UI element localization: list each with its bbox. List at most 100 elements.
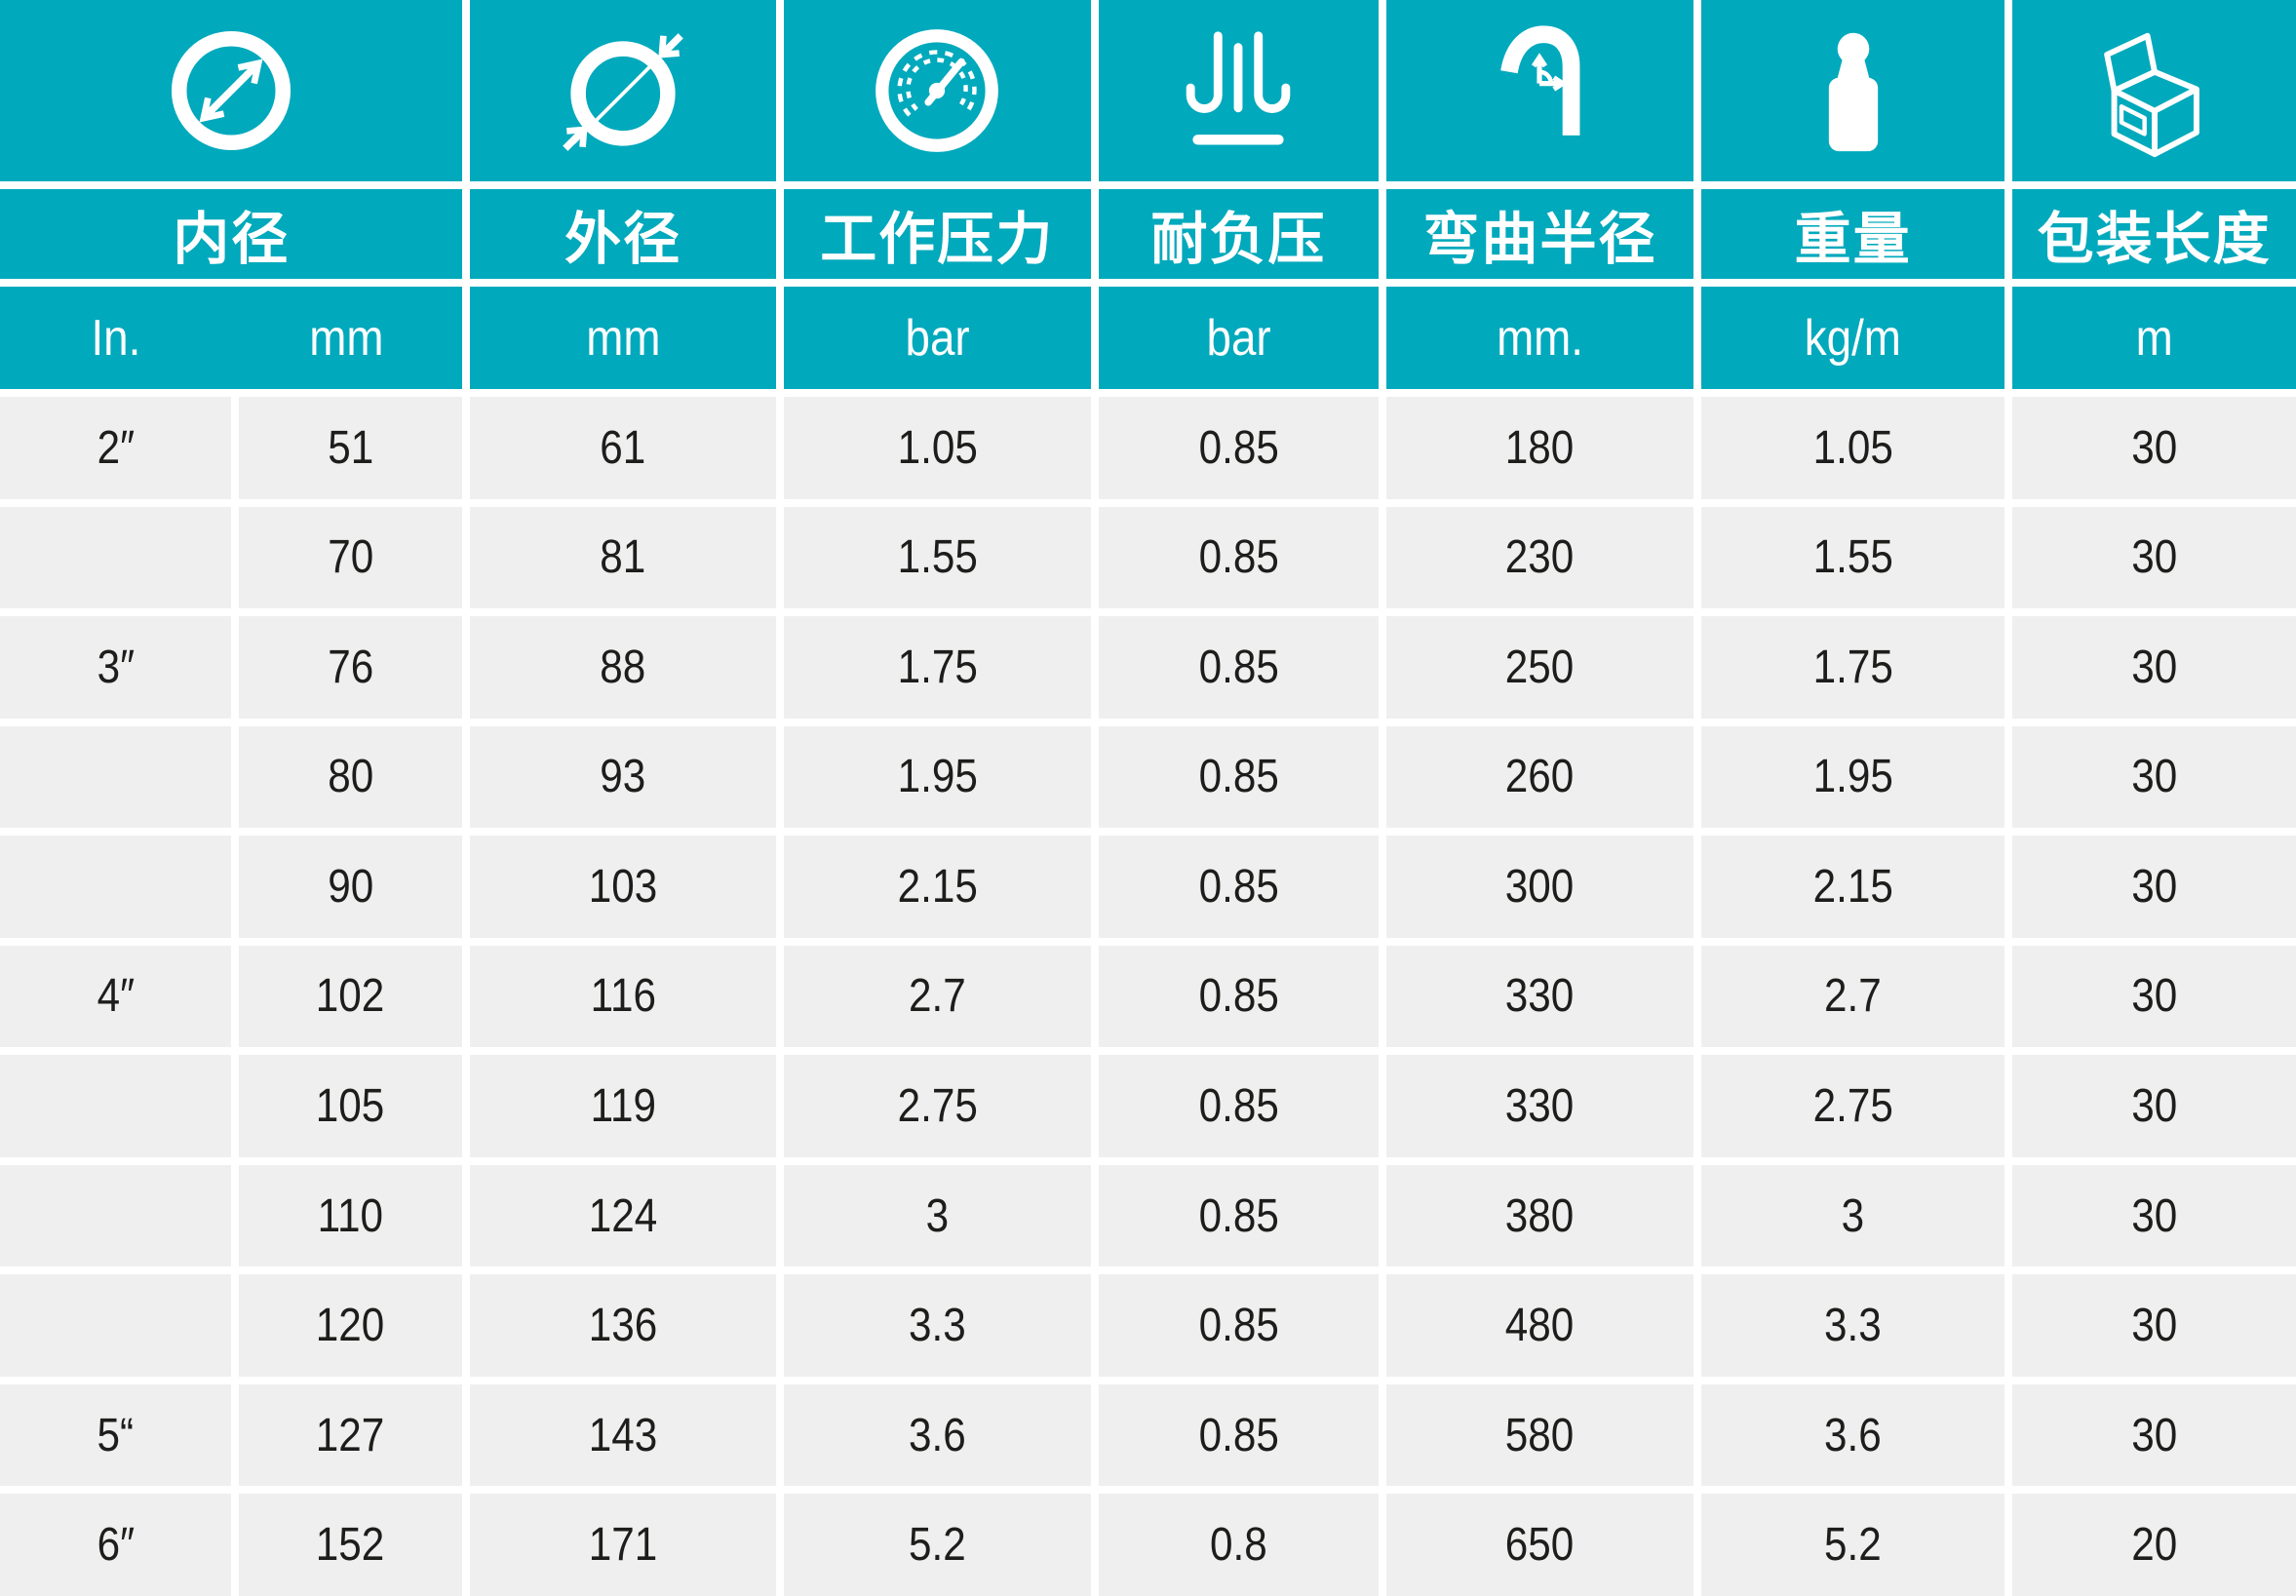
inner-diameter-icon (172, 30, 292, 151)
table-cell: 90 (238, 836, 463, 938)
table-cell: 3 (783, 1164, 1091, 1267)
table-cell: 30 (2012, 506, 2296, 609)
unit-half: mm (231, 309, 462, 368)
outer-diameter-unit-cell: mm (470, 287, 776, 389)
cell-value: 1.55 (1812, 531, 1893, 584)
table-cell: 3.6 (1700, 1383, 2005, 1487)
cell-value: 110 (317, 1189, 384, 1242)
inner-diameter-label-cell: 内径 (0, 188, 463, 280)
cell-value: 5.2 (1824, 1519, 1882, 1572)
cell-value: 90 (328, 860, 374, 913)
table-cell: 0.85 (1098, 1383, 1380, 1487)
vacuum-resistance-label: 耐负压 (1150, 208, 1327, 272)
vacuum-resistance-unit-cell: bar (1098, 287, 1380, 389)
cell-value: 330 (1505, 1080, 1575, 1133)
size-inch-cell: 6″ (0, 1494, 231, 1596)
outer-diameter-label: 外径 (564, 208, 682, 272)
table-cell: 0.85 (1098, 616, 1380, 719)
table-cell: 30 (2012, 1055, 2296, 1157)
table-cell: 143 (470, 1383, 776, 1487)
table-cell: 1.75 (1700, 616, 2005, 719)
cell-value: 88 (600, 641, 646, 693)
table-cell: 105 (238, 1055, 463, 1157)
table-cell: 3.3 (783, 1274, 1091, 1377)
working-pressure-label: 工作压力 (820, 208, 1055, 272)
table-cell: 136 (470, 1274, 776, 1377)
table-cell: 0.85 (1098, 945, 1380, 1048)
table-cell: 119 (470, 1055, 776, 1157)
cell-value: 30 (2131, 751, 2178, 803)
table-cell: 1.95 (1700, 725, 2005, 829)
cell-value: 0.85 (1198, 970, 1279, 1023)
table-cell: 30 (2012, 616, 2296, 719)
cell-value: 30 (2131, 421, 2178, 474)
table-cell: 0.85 (1098, 1274, 1380, 1377)
cell-value: 102 (316, 970, 385, 1023)
cell-value: 250 (1505, 641, 1575, 693)
outer-diameter-icon (563, 33, 683, 151)
table-cell: 127 (238, 1383, 463, 1487)
unit-text: mm (309, 309, 384, 367)
cell-value: 0.85 (1198, 1080, 1279, 1133)
table-cell: 250 (1386, 616, 1693, 719)
cell-value: 51 (328, 421, 374, 474)
cell-value: 3.6 (908, 1409, 966, 1461)
packing-length-label-cell: 包装长度 (2012, 188, 2296, 280)
cell-value: 143 (588, 1409, 658, 1461)
table-cell: 171 (470, 1494, 776, 1596)
cell-value: 2.7 (1824, 970, 1882, 1023)
table-cell: 0.85 (1098, 725, 1380, 829)
table-cell: 120 (238, 1274, 463, 1377)
cell-value: 30 (2131, 641, 2178, 693)
table-cell: 3.3 (1700, 1274, 2005, 1377)
table-cell: 30 (2012, 1274, 2296, 1377)
cell-value: 0.85 (1198, 751, 1279, 803)
size-inch-cell (0, 836, 231, 938)
cell-value: 3″ (97, 641, 135, 693)
cell-value: 2.75 (1812, 1080, 1893, 1133)
table-cell: 93 (470, 725, 776, 829)
unit-text: In. (91, 309, 141, 367)
table-cell: 51 (238, 396, 463, 499)
cell-value: 136 (588, 1300, 658, 1352)
packing-length-icon-cell (2012, 0, 2296, 181)
table-cell: 650 (1386, 1494, 1693, 1596)
cell-value: 2.15 (1812, 860, 1893, 913)
cell-value: 1.95 (1812, 751, 1893, 803)
cell-value: 103 (588, 860, 658, 913)
table-cell: 480 (1386, 1274, 1693, 1377)
size-inch-cell (0, 1164, 231, 1267)
cell-value: 6″ (97, 1519, 135, 1572)
table-cell: 0.85 (1098, 836, 1380, 938)
size-inch-cell (0, 506, 231, 609)
table-cell: 180 (1386, 396, 1693, 499)
cell-value: 152 (316, 1519, 385, 1572)
size-inch-cell (0, 1274, 231, 1377)
table-cell: 5.2 (1700, 1494, 2005, 1596)
cell-value: 650 (1505, 1519, 1575, 1572)
weight-label: 重量 (1794, 208, 1912, 272)
table-cell: 110 (238, 1164, 463, 1267)
inner-diameter-icon-cell (0, 0, 463, 181)
packing-length-unit-cell: m (2012, 287, 2296, 389)
table-cell: 124 (470, 1164, 776, 1267)
cell-value: 20 (2131, 1519, 2178, 1572)
table-cell: 2.7 (783, 945, 1091, 1048)
cell-value: 116 (590, 970, 656, 1023)
cell-value: 180 (1505, 421, 1575, 474)
cell-value: 119 (590, 1080, 656, 1133)
cell-value: 230 (1505, 531, 1575, 584)
cell-value: 1.95 (897, 751, 978, 803)
table-cell: 30 (2012, 1383, 2296, 1487)
table-cell: 330 (1386, 945, 1693, 1048)
table-cell: 30 (2012, 396, 2296, 499)
cell-value: 61 (600, 421, 646, 474)
cell-value: 5.2 (908, 1519, 966, 1572)
weight-icon-cell (1700, 0, 2005, 181)
table-cell: 103 (470, 836, 776, 938)
unit-text: bar (905, 309, 970, 367)
table-cell: 2.75 (783, 1055, 1091, 1157)
table-cell: 1.75 (783, 616, 1091, 719)
table-cell: 2.15 (1700, 836, 2005, 938)
working-pressure-icon-cell (783, 0, 1091, 181)
